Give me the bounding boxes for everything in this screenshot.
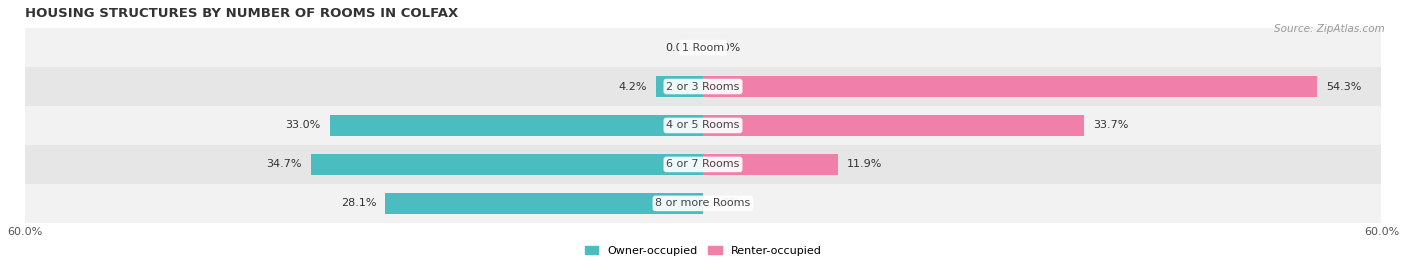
Bar <box>703 76 1317 97</box>
Bar <box>24 106 1382 145</box>
Text: 28.1%: 28.1% <box>340 198 377 208</box>
Text: 54.3%: 54.3% <box>1326 82 1361 92</box>
Bar <box>703 115 1084 136</box>
Text: HOUSING STRUCTURES BY NUMBER OF ROOMS IN COLFAX: HOUSING STRUCTURES BY NUMBER OF ROOMS IN… <box>24 7 458 20</box>
Text: 2 or 3 Rooms: 2 or 3 Rooms <box>666 82 740 92</box>
Bar <box>311 154 703 175</box>
Bar <box>24 184 1382 223</box>
Text: 4.2%: 4.2% <box>619 82 647 92</box>
Text: 4 or 5 Rooms: 4 or 5 Rooms <box>666 120 740 130</box>
Legend: Owner-occupied, Renter-occupied: Owner-occupied, Renter-occupied <box>581 241 825 260</box>
Text: 8 or more Rooms: 8 or more Rooms <box>655 198 751 208</box>
Text: 1 Room: 1 Room <box>682 43 724 53</box>
Bar <box>655 76 703 97</box>
Bar <box>703 154 838 175</box>
Text: 0.0%: 0.0% <box>711 198 741 208</box>
Bar <box>330 115 703 136</box>
Bar <box>24 67 1382 106</box>
Text: 0.0%: 0.0% <box>665 43 695 53</box>
Bar <box>385 193 703 214</box>
Text: 6 or 7 Rooms: 6 or 7 Rooms <box>666 159 740 170</box>
Text: 33.7%: 33.7% <box>1092 120 1129 130</box>
Bar <box>24 145 1382 184</box>
Text: 11.9%: 11.9% <box>846 159 882 170</box>
Text: Source: ZipAtlas.com: Source: ZipAtlas.com <box>1274 24 1385 34</box>
Text: 33.0%: 33.0% <box>285 120 321 130</box>
Text: 34.7%: 34.7% <box>266 159 302 170</box>
Text: 0.0%: 0.0% <box>711 43 741 53</box>
Bar <box>24 28 1382 67</box>
